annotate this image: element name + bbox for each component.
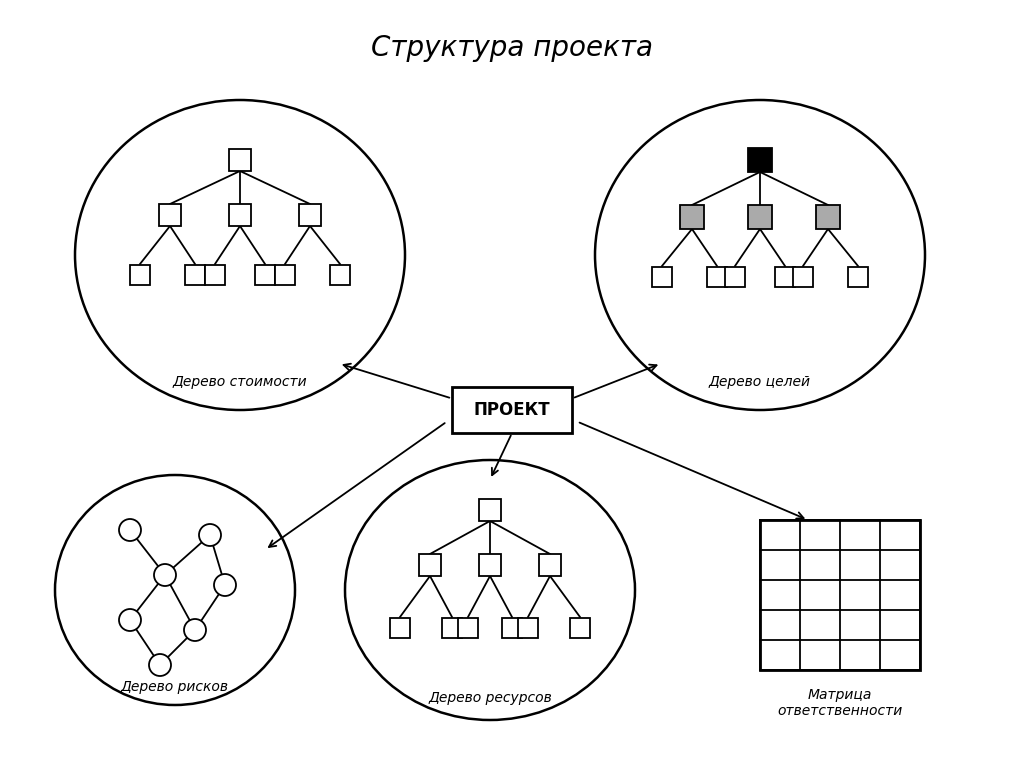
Bar [255, 265, 275, 285]
Bar [130, 265, 150, 285]
Bar [185, 265, 205, 285]
Bar [707, 267, 727, 287]
Circle shape [154, 564, 176, 586]
Bar [479, 499, 501, 521]
Bar [299, 204, 321, 226]
Bar [229, 149, 251, 171]
Text: ПРОЕКТ: ПРОЕКТ [474, 401, 550, 419]
Bar [205, 265, 225, 285]
Bar [539, 554, 561, 576]
Circle shape [199, 524, 221, 546]
Bar [159, 204, 181, 226]
Bar [848, 267, 868, 287]
Circle shape [150, 654, 171, 676]
Text: Дерево ресурсов: Дерево ресурсов [428, 691, 552, 705]
Bar [652, 267, 672, 287]
Circle shape [119, 609, 141, 631]
Bar [275, 265, 295, 285]
Bar [570, 618, 590, 638]
Bar [229, 204, 251, 226]
Bar [816, 205, 840, 229]
Bar [725, 267, 745, 287]
Bar [390, 618, 410, 638]
Bar [775, 267, 795, 287]
Bar [793, 267, 813, 287]
Bar [680, 205, 705, 229]
Bar [419, 554, 441, 576]
Bar [748, 205, 772, 229]
Text: Структура проекта: Структура проекта [371, 34, 653, 62]
Bar [502, 618, 522, 638]
Bar [518, 618, 538, 638]
Bar [760, 520, 920, 670]
Bar [442, 618, 462, 638]
Circle shape [184, 619, 206, 641]
Text: Дерево целей: Дерево целей [709, 375, 811, 389]
Bar [748, 148, 772, 172]
Bar [479, 554, 501, 576]
Text: Дерево рисков: Дерево рисков [121, 680, 229, 694]
Bar [330, 265, 350, 285]
Circle shape [119, 519, 141, 541]
Text: Дерево стоимости: Дерево стоимости [173, 375, 307, 389]
Bar [452, 387, 572, 433]
Bar [458, 618, 478, 638]
Text: Матрица
ответственности: Матрица ответственности [777, 688, 902, 718]
Circle shape [214, 574, 236, 596]
